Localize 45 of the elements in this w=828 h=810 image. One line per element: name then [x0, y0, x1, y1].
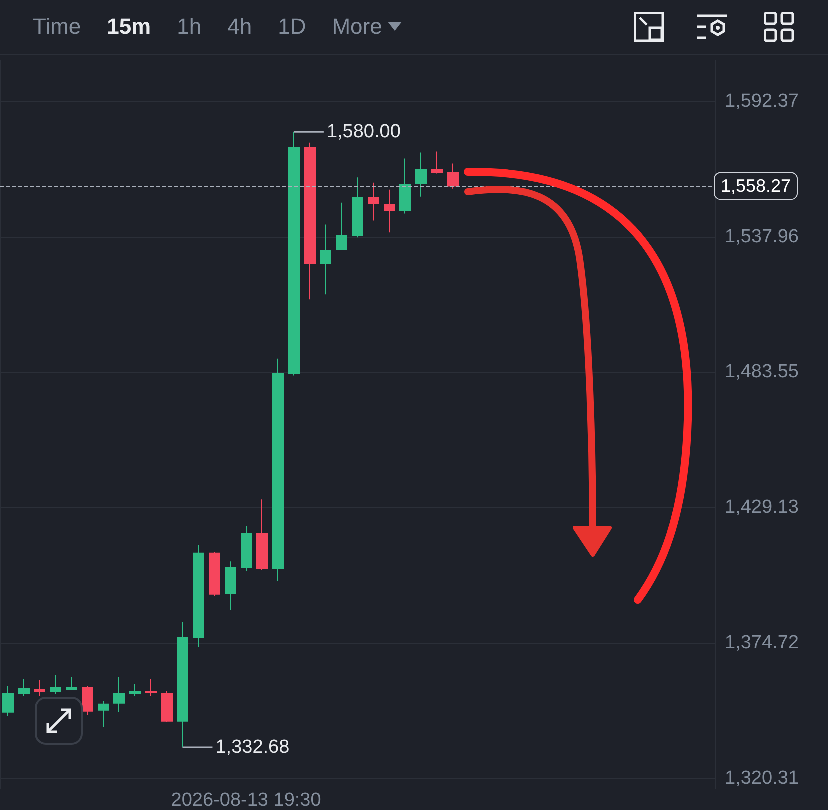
candlestick	[225, 561, 236, 611]
candlestick	[2, 686, 14, 717]
ref-line-label: 1,558.27	[721, 176, 792, 196]
candlestick	[161, 690, 173, 723]
candlestick	[209, 552, 220, 597]
candlestick	[447, 163, 459, 190]
text: 1D	[278, 14, 306, 40]
text: Time	[33, 14, 82, 40]
candlestick	[66, 676, 77, 691]
candlestick	[50, 675, 61, 695]
candlestick	[18, 678, 30, 697]
y-tick-label: 1,592.37	[725, 90, 799, 112]
candlestick	[256, 499, 268, 572]
y-tick-label: 1,374.72	[725, 632, 799, 654]
candlestick	[129, 684, 141, 697]
text: 4h	[228, 14, 252, 40]
text: More	[332, 14, 384, 40]
candlestick	[415, 152, 427, 198]
candlestick	[431, 151, 443, 174]
candlestick	[288, 132, 300, 376]
candlestick	[352, 177, 363, 238]
candlestick	[272, 358, 284, 582]
candlestick	[384, 189, 395, 234]
candlestick	[82, 686, 93, 716]
candlestick	[193, 544, 204, 648]
candlestick	[399, 158, 411, 214]
candlestick	[113, 676, 125, 713]
x-tick-label: 2026-08-13 19:30	[171, 790, 322, 810]
text: 1h	[177, 14, 202, 40]
candlestick	[368, 182, 379, 222]
candlestick	[98, 700, 109, 728]
candlestick	[320, 224, 331, 296]
annotation: 1,580.00	[326, 122, 401, 143]
y-tick-label: 1,483.55	[725, 362, 799, 383]
text: 15m	[107, 14, 152, 40]
candlestick	[34, 680, 45, 697]
candlestick	[336, 202, 347, 250]
candlestick	[145, 678, 157, 697]
candlestick	[241, 526, 252, 572]
candlestick	[304, 142, 316, 300]
annotation: 1,332.68	[216, 737, 290, 758]
candlestick	[177, 622, 188, 748]
y-tick-label: 1,537.96	[725, 226, 799, 248]
y-tick-label: 1,320.31	[725, 768, 799, 789]
y-tick-label: 1,429.13	[725, 497, 799, 518]
